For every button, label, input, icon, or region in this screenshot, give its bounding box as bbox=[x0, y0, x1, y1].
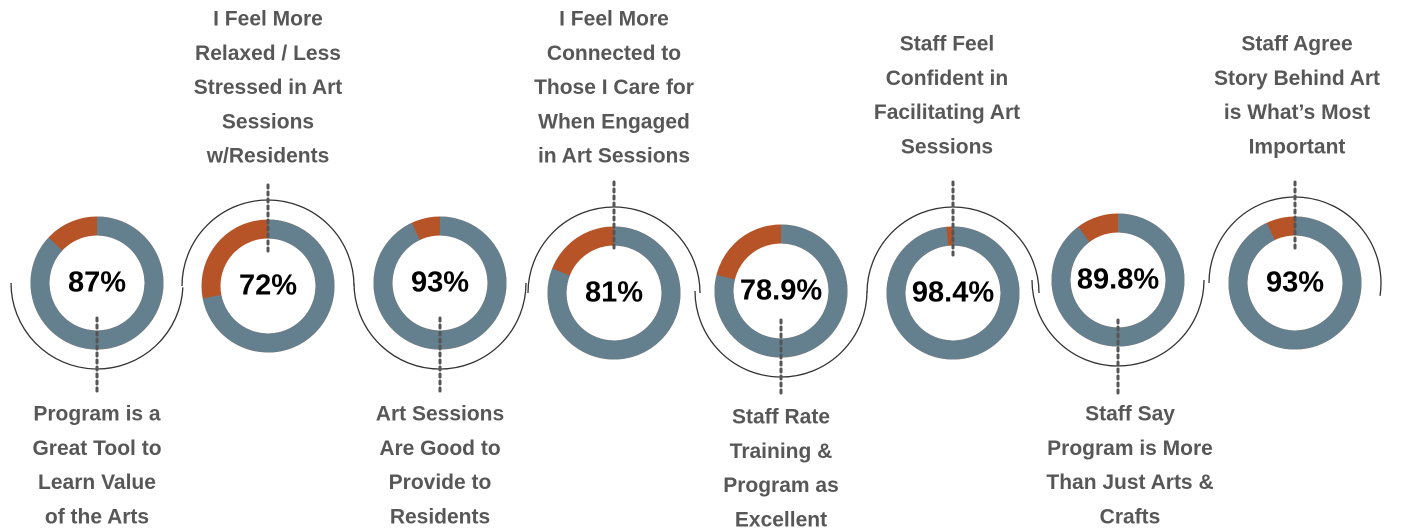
caption-line: Facilitating Art bbox=[874, 101, 1020, 124]
outer-arc bbox=[10, 282, 184, 370]
caption-line: Training & bbox=[730, 440, 833, 463]
value-label: 81% bbox=[585, 277, 643, 309]
caption-line: Staff Say bbox=[1085, 403, 1175, 426]
caption-line: Learn Value bbox=[38, 471, 156, 494]
caption-line: I Feel More bbox=[213, 8, 323, 31]
caption-line: Program is a bbox=[33, 403, 161, 426]
caption-line: Sessions bbox=[901, 135, 993, 158]
donut-value bbox=[373, 216, 507, 350]
caption-line: of the Arts bbox=[45, 505, 149, 528]
caption-line: Program is More bbox=[1047, 437, 1213, 460]
caption-line: Great Tool to bbox=[32, 437, 161, 460]
donut-value bbox=[30, 216, 164, 350]
value-label: 87% bbox=[68, 267, 126, 299]
donut-value bbox=[202, 219, 335, 353]
value-label: 93% bbox=[411, 267, 469, 299]
donut-value bbox=[1228, 216, 1362, 350]
donut-value bbox=[714, 224, 848, 358]
value-label: 93% bbox=[1266, 267, 1324, 299]
caption-line: in Art Sessions bbox=[538, 145, 690, 168]
caption-line: Those I Care for bbox=[534, 76, 694, 99]
caption-line: Staff Rate bbox=[732, 406, 830, 429]
caption-line: When Engaged bbox=[538, 110, 690, 133]
donut-value bbox=[1051, 213, 1185, 347]
caption-line: Confident in bbox=[886, 67, 1008, 90]
caption-line: Story Behind Art bbox=[1214, 67, 1380, 90]
donut-value bbox=[547, 226, 681, 360]
caption-line: Relaxed / Less bbox=[195, 42, 341, 65]
caption-line: Sessions bbox=[222, 110, 314, 133]
caption-line: Crafts bbox=[1100, 505, 1161, 528]
caption-line: is What’s Most bbox=[1224, 101, 1370, 124]
caption-line: Art Sessions bbox=[376, 403, 504, 426]
caption-line: Stressed in Art bbox=[194, 76, 343, 99]
donut-value bbox=[886, 226, 1020, 360]
value-label: 78.9% bbox=[740, 275, 822, 307]
caption-line: Program as bbox=[723, 474, 839, 497]
caption-line: Staff Feel bbox=[900, 33, 995, 56]
outer-arc bbox=[1208, 196, 1382, 296]
caption-line: w/Residents bbox=[206, 145, 330, 168]
caption-line: Residents bbox=[390, 505, 490, 528]
value-label: 89.8% bbox=[1077, 264, 1159, 296]
caption-line: Provide to bbox=[389, 471, 492, 494]
caption-line: Than Just Arts & bbox=[1046, 471, 1213, 494]
caption-line: I Feel More bbox=[559, 8, 669, 31]
value-label: 98.4% bbox=[912, 277, 994, 309]
value-label: 72% bbox=[239, 270, 297, 302]
caption-line: Connected to bbox=[547, 42, 681, 65]
caption-line: Important bbox=[1249, 135, 1346, 158]
caption-line: Are Good to bbox=[379, 437, 500, 460]
caption-line: Staff Agree bbox=[1241, 33, 1352, 56]
caption-line: Excellent bbox=[735, 508, 827, 531]
